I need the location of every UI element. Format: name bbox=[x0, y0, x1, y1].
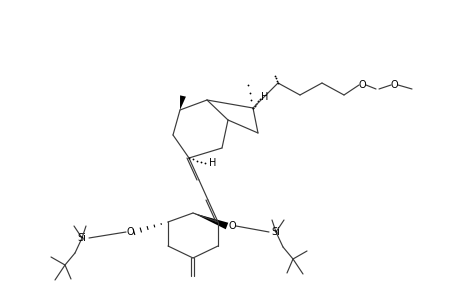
Text: O: O bbox=[228, 221, 235, 231]
Text: Si: Si bbox=[78, 233, 86, 243]
Text: O: O bbox=[389, 80, 397, 90]
Text: O: O bbox=[126, 227, 134, 237]
Polygon shape bbox=[179, 95, 185, 110]
Polygon shape bbox=[193, 213, 228, 229]
Text: O: O bbox=[358, 80, 365, 90]
Text: Si: Si bbox=[271, 227, 280, 237]
Text: H: H bbox=[209, 158, 216, 168]
Text: H: H bbox=[261, 92, 268, 102]
